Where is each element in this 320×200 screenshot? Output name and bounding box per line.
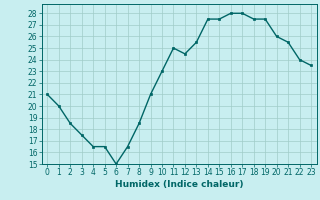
X-axis label: Humidex (Indice chaleur): Humidex (Indice chaleur) xyxy=(115,180,244,189)
